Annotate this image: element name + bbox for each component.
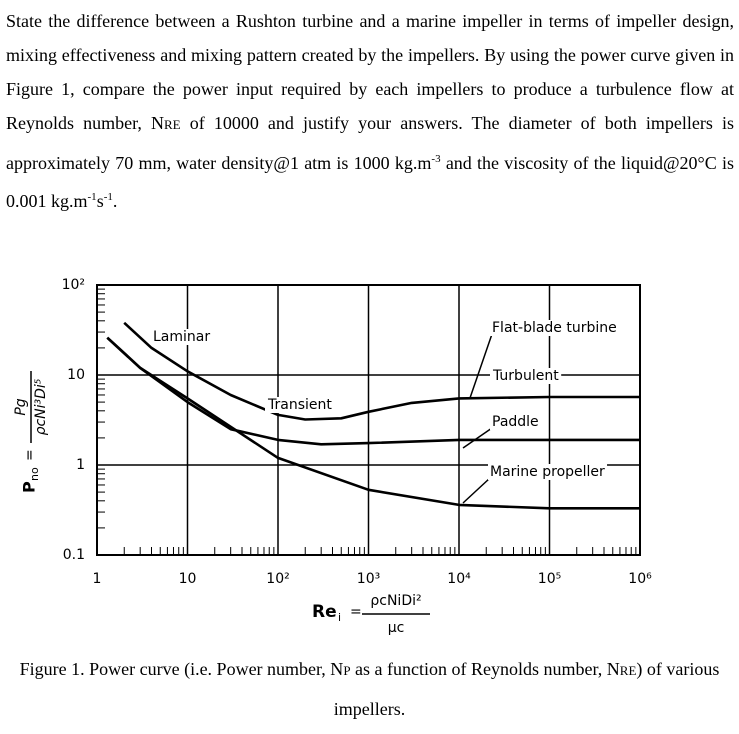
- chart: 0.1 1 10 10² 1 10 10² 10³ 10⁴ 10⁵ 10⁶ Flat-blade tu…: [13, 277, 652, 636]
- y-tick-label: 1: [76, 457, 85, 473]
- sub-text: RE: [163, 117, 181, 132]
- label-text: Pg: [13, 398, 29, 415]
- label-bg: [490, 414, 541, 430]
- series-label: Paddle: [492, 414, 539, 430]
- label-sub: i: [338, 611, 341, 624]
- text-run: as a function of Reynolds number, N: [350, 659, 620, 679]
- leader-line: [462, 427, 493, 449]
- label-text: =: [22, 449, 38, 461]
- x-tick-label: 10⁴: [447, 571, 471, 587]
- region-label: Turbulent: [492, 368, 559, 384]
- x-tick-label: 10: [179, 571, 197, 587]
- x-tick-label: 1: [93, 571, 102, 587]
- text-run: Figure 1. Power curve (i.e. Power number…: [19, 659, 344, 679]
- sup-text: -1: [103, 191, 113, 203]
- series-label: Marine propeller: [490, 464, 605, 480]
- label-text: μc: [388, 620, 405, 636]
- series-label: Flat-blade turbine: [492, 320, 617, 336]
- power-curve: [106, 336, 640, 510]
- y-tick-label: 10²: [62, 277, 85, 293]
- x-tick-label: 10⁵: [538, 571, 561, 587]
- label-bg: [488, 464, 608, 480]
- sup-text: -1: [87, 191, 97, 203]
- label-bg: [490, 320, 619, 336]
- label-text: Re: [312, 602, 337, 622]
- x-tick-label: 10²: [266, 571, 289, 587]
- label-text: ρcNiDi²: [370, 593, 421, 609]
- text-run: State the difference between a Rushton t…: [6, 11, 734, 133]
- x-tick-label: 10⁶: [628, 571, 652, 587]
- sup-text: -3: [431, 153, 441, 165]
- label-bg: [490, 368, 562, 384]
- label-sub: no: [28, 467, 41, 481]
- sub-text: P: [343, 663, 351, 678]
- label-text: P: [20, 481, 39, 493]
- leader-line: [462, 477, 491, 504]
- question: State the difference between a Rushton t…: [6, 4, 734, 218]
- label-text: ρcNi³Di⁵: [33, 378, 49, 435]
- region-label: Transient: [267, 397, 332, 413]
- leader-line: [469, 333, 493, 399]
- x-axis-label: Re i = ρcNiDi² μc: [312, 593, 430, 636]
- text-run: s: [96, 191, 104, 211]
- text-run: .: [112, 191, 118, 211]
- text-run: and the viscosity of the liquid@20°C is …: [6, 153, 734, 211]
- y-axis-label: Pno = Pg ρcNi³Di⁵: [13, 371, 49, 493]
- y-tick-label: 10: [67, 367, 85, 383]
- label-bg: [265, 397, 335, 413]
- x-tick-label: 10³: [357, 571, 380, 587]
- label-bg: [151, 329, 213, 345]
- text-run: ) of various impellers.: [333, 659, 720, 719]
- text-run: of 10000 and justify your answers. The d…: [6, 113, 734, 173]
- sub-text: RE: [619, 663, 637, 678]
- label-text: =: [350, 604, 362, 620]
- power-curve: [123, 321, 640, 421]
- y-tick-label: 0.1: [63, 547, 85, 563]
- region-label: Laminar: [153, 329, 210, 345]
- figure-caption: Figure 1. Power curve (i.e. Power number…: [0, 650, 739, 728]
